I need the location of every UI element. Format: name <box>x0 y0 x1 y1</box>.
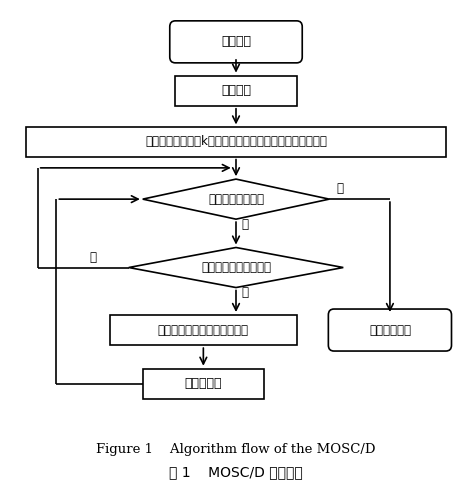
Text: 调度方案遍历是否结束: 调度方案遍历是否结束 <box>201 261 271 274</box>
Bar <box>26 127 446 157</box>
Bar <box>176 76 296 106</box>
Text: 任务排序: 任务排序 <box>221 84 251 97</box>
Text: 图 1    MOSC/D 算法流程: 图 1 MOSC/D 算法流程 <box>169 466 303 480</box>
Text: 分解并筛选: 分解并筛选 <box>185 377 222 390</box>
Bar <box>143 369 264 399</box>
Text: 是: 是 <box>336 182 343 195</box>
Text: 否: 否 <box>242 286 249 299</box>
Text: 任务遍历是否结束: 任务遍历是否结束 <box>208 193 264 206</box>
FancyBboxPatch shape <box>329 309 452 351</box>
Polygon shape <box>143 179 329 219</box>
Text: 是: 是 <box>89 250 96 264</box>
Text: 否: 否 <box>242 218 249 231</box>
Text: 算法开始: 算法开始 <box>221 36 251 48</box>
FancyBboxPatch shape <box>170 21 302 63</box>
Text: 生成第一个任务的k个调度方案，分配权重，找出相邻集合: 生成第一个任务的k个调度方案，分配权重，找出相邻集合 <box>145 135 327 149</box>
Text: 任务调度，产生调度方案集合: 任务调度，产生调度方案集合 <box>158 324 249 336</box>
Bar <box>110 315 296 345</box>
Text: 输出调度方案: 输出调度方案 <box>369 324 411 336</box>
Polygon shape <box>129 247 343 288</box>
Text: Figure 1    Algorithm flow of the MOSC/D: Figure 1 Algorithm flow of the MOSC/D <box>96 443 376 456</box>
